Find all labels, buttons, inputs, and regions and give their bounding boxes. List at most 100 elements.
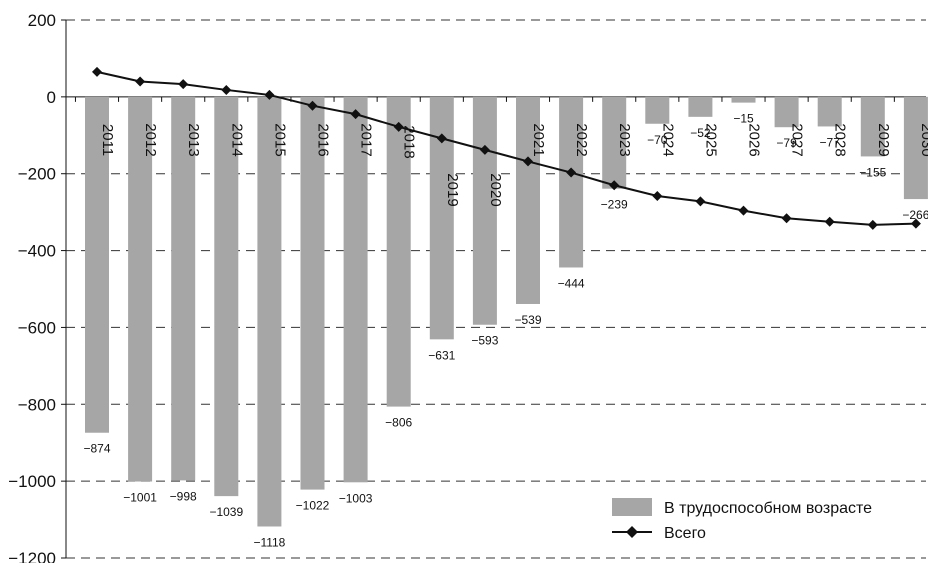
bar-data-label: −79 bbox=[776, 136, 797, 150]
category-label: 2011 bbox=[99, 124, 116, 156]
bar-data-label: −266 bbox=[902, 208, 928, 222]
bar bbox=[645, 96, 670, 124]
category-label: 2017 bbox=[358, 123, 375, 156]
legend-swatch-bar bbox=[612, 498, 652, 516]
bar bbox=[429, 96, 454, 340]
category-labels: 2011 2012 2013 2014 2015 2016 2017 2018 2019 2020… bbox=[99, 123, 928, 206]
category-label: 2016 bbox=[315, 123, 332, 156]
line-marker bbox=[393, 121, 404, 132]
bar-data-label: −1118 bbox=[253, 535, 285, 549]
bar-data-label: −1039 bbox=[209, 505, 243, 519]
line-marker bbox=[135, 76, 146, 87]
line-series bbox=[92, 66, 921, 230]
line-marker bbox=[566, 167, 577, 178]
legend: В трудоспособном возрасте Всего bbox=[612, 498, 872, 542]
category-label: 2027 bbox=[789, 123, 806, 156]
bar-data-labels: −874 −1001 −998 −1039 −1118 −1022 −1003 −806 −63… bbox=[83, 112, 928, 550]
bar-data-label: −806 bbox=[385, 416, 412, 430]
y-tick-label: −1000 bbox=[8, 472, 56, 491]
line-marker bbox=[824, 216, 835, 227]
bar-data-label: −998 bbox=[170, 489, 197, 503]
line-marker bbox=[436, 133, 447, 144]
bar-data-label: −77 bbox=[820, 135, 841, 149]
category-label: 2030 bbox=[918, 123, 928, 156]
bar-data-label: −15 bbox=[733, 112, 754, 126]
bar bbox=[688, 96, 713, 117]
line-marker bbox=[178, 79, 189, 90]
bar-data-label: −1022 bbox=[296, 499, 330, 513]
bar-data-label: −444 bbox=[558, 276, 585, 290]
bar bbox=[602, 96, 627, 189]
bar bbox=[860, 96, 885, 157]
category-label: 2021 bbox=[530, 123, 547, 156]
line-marker bbox=[221, 84, 232, 95]
line-marker bbox=[264, 89, 275, 100]
bar-series bbox=[85, 96, 928, 527]
category-label: 2025 bbox=[702, 123, 719, 156]
y-tick-label: −1200 bbox=[8, 549, 56, 563]
bar bbox=[516, 96, 540, 304]
bar bbox=[903, 96, 928, 200]
category-label: 2020 bbox=[487, 173, 504, 206]
line-path bbox=[96, 70, 916, 226]
category-label: 2028 bbox=[832, 123, 849, 156]
line-marker bbox=[350, 109, 361, 120]
line-marker bbox=[479, 144, 490, 155]
bar bbox=[817, 96, 842, 127]
y-tick-label: 200 bbox=[28, 11, 56, 30]
y-axis: 200 0 −200 −400 −600 −800 −1000 −1200 bbox=[8, 11, 67, 563]
line-marker bbox=[307, 100, 318, 111]
category-label: 2012 bbox=[142, 123, 159, 156]
category-label: 2014 bbox=[228, 123, 245, 156]
gridlines bbox=[66, 19, 926, 559]
bar bbox=[171, 96, 196, 481]
bar bbox=[774, 96, 799, 128]
category-label: 2029 bbox=[875, 123, 892, 156]
category-label: 2023 bbox=[616, 123, 633, 156]
legend-swatch-marker bbox=[626, 526, 638, 538]
legend-label-line: Всего bbox=[664, 525, 706, 542]
y-tick-label: 0 bbox=[47, 88, 56, 107]
legend-label-bar: В трудоспособном возрасте bbox=[664, 500, 872, 517]
bar-data-label: −70 bbox=[647, 133, 668, 147]
line-marker bbox=[652, 191, 663, 202]
y-tick-label: −200 bbox=[18, 165, 56, 184]
bar bbox=[731, 96, 756, 103]
line-marker bbox=[738, 205, 749, 216]
category-label: 2022 bbox=[573, 123, 590, 156]
bar bbox=[559, 96, 584, 268]
bar-data-label: −593 bbox=[471, 334, 498, 348]
category-label: 2026 bbox=[746, 123, 763, 156]
line-marker bbox=[609, 180, 620, 191]
bar-data-label: −155 bbox=[859, 165, 886, 179]
bar bbox=[85, 96, 109, 433]
category-label: 2018 bbox=[401, 125, 418, 158]
bar-data-label: −874 bbox=[83, 442, 110, 456]
bar-data-label: −1003 bbox=[339, 491, 373, 505]
y-tick-label: −600 bbox=[18, 318, 56, 337]
category-label: 2015 bbox=[271, 123, 288, 156]
bar bbox=[300, 96, 325, 490]
category-label: 2024 bbox=[659, 123, 676, 156]
y-tick-label: −800 bbox=[18, 395, 56, 414]
bar-data-label: −539 bbox=[514, 313, 541, 327]
bar bbox=[128, 96, 153, 482]
category-label: 2013 bbox=[185, 123, 202, 156]
line-marker bbox=[92, 66, 102, 77]
bar-data-label: −631 bbox=[428, 348, 455, 362]
bar-data-label: −52 bbox=[690, 126, 711, 140]
bar-data-label: −1001 bbox=[123, 491, 157, 505]
bar bbox=[214, 96, 239, 497]
bar bbox=[472, 96, 497, 325]
bar bbox=[257, 96, 282, 527]
line-marker bbox=[910, 218, 921, 229]
bar bbox=[343, 96, 368, 483]
bar bbox=[386, 96, 411, 407]
line-marker bbox=[523, 156, 533, 167]
category-label: 2019 bbox=[444, 173, 461, 206]
line-marker bbox=[867, 219, 878, 230]
line-marker bbox=[695, 196, 706, 207]
y-tick-label: −400 bbox=[18, 242, 56, 261]
bar-data-label: −239 bbox=[601, 198, 628, 212]
